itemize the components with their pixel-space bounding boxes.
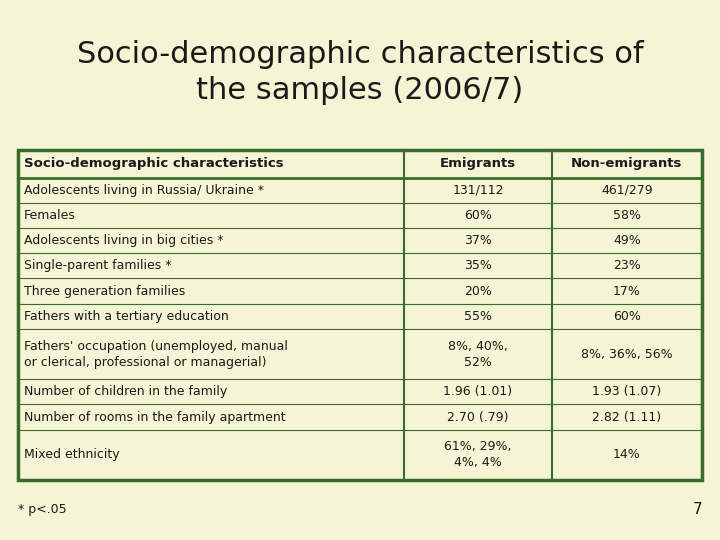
Text: 61%, 29%,
4%, 4%: 61%, 29%, 4%, 4% bbox=[444, 440, 512, 469]
Text: Adolescents living in Russia/ Ukraine *: Adolescents living in Russia/ Ukraine * bbox=[24, 184, 264, 197]
Text: 17%: 17% bbox=[613, 285, 641, 298]
Text: Single-parent families *: Single-parent families * bbox=[24, 259, 171, 272]
Text: 2.70 (.79): 2.70 (.79) bbox=[447, 410, 509, 423]
Text: Number of rooms in the family apartment: Number of rooms in the family apartment bbox=[24, 410, 286, 423]
Text: 461/279: 461/279 bbox=[601, 184, 652, 197]
Text: Socio-demographic characteristics of
the samples (2006/7): Socio-demographic characteristics of the… bbox=[77, 40, 643, 105]
Text: * p<.05: * p<.05 bbox=[18, 503, 67, 516]
Text: Mixed ethnicity: Mixed ethnicity bbox=[24, 448, 120, 461]
Text: 1.96 (1.01): 1.96 (1.01) bbox=[444, 386, 513, 399]
Text: 20%: 20% bbox=[464, 285, 492, 298]
Text: Adolescents living in big cities *: Adolescents living in big cities * bbox=[24, 234, 223, 247]
Text: Fathers with a tertiary education: Fathers with a tertiary education bbox=[24, 310, 229, 323]
Text: 8%, 36%, 56%: 8%, 36%, 56% bbox=[581, 348, 672, 361]
Text: Three generation families: Three generation families bbox=[24, 285, 185, 298]
Text: 7: 7 bbox=[693, 503, 702, 517]
Text: 49%: 49% bbox=[613, 234, 641, 247]
Text: 55%: 55% bbox=[464, 310, 492, 323]
Text: 35%: 35% bbox=[464, 259, 492, 272]
Text: Emigrants: Emigrants bbox=[440, 157, 516, 170]
Text: 23%: 23% bbox=[613, 259, 641, 272]
Text: 37%: 37% bbox=[464, 234, 492, 247]
Text: 8%, 40%,
52%: 8%, 40%, 52% bbox=[448, 340, 508, 368]
Text: 14%: 14% bbox=[613, 448, 641, 461]
Text: 58%: 58% bbox=[613, 209, 641, 222]
Text: Number of children in the family: Number of children in the family bbox=[24, 386, 228, 399]
Text: 60%: 60% bbox=[464, 209, 492, 222]
Text: Non-emigrants: Non-emigrants bbox=[571, 157, 683, 170]
Text: Females: Females bbox=[24, 209, 76, 222]
Text: 2.82 (1.11): 2.82 (1.11) bbox=[592, 410, 662, 423]
Bar bbox=[18, 150, 702, 480]
Text: 131/112: 131/112 bbox=[452, 184, 504, 197]
Text: 60%: 60% bbox=[613, 310, 641, 323]
Text: 1.93 (1.07): 1.93 (1.07) bbox=[592, 386, 662, 399]
Text: Socio-demographic characteristics: Socio-demographic characteristics bbox=[24, 157, 284, 170]
Text: Fathers' occupation (unemployed, manual
or clerical, professional or managerial): Fathers' occupation (unemployed, manual … bbox=[24, 340, 288, 368]
